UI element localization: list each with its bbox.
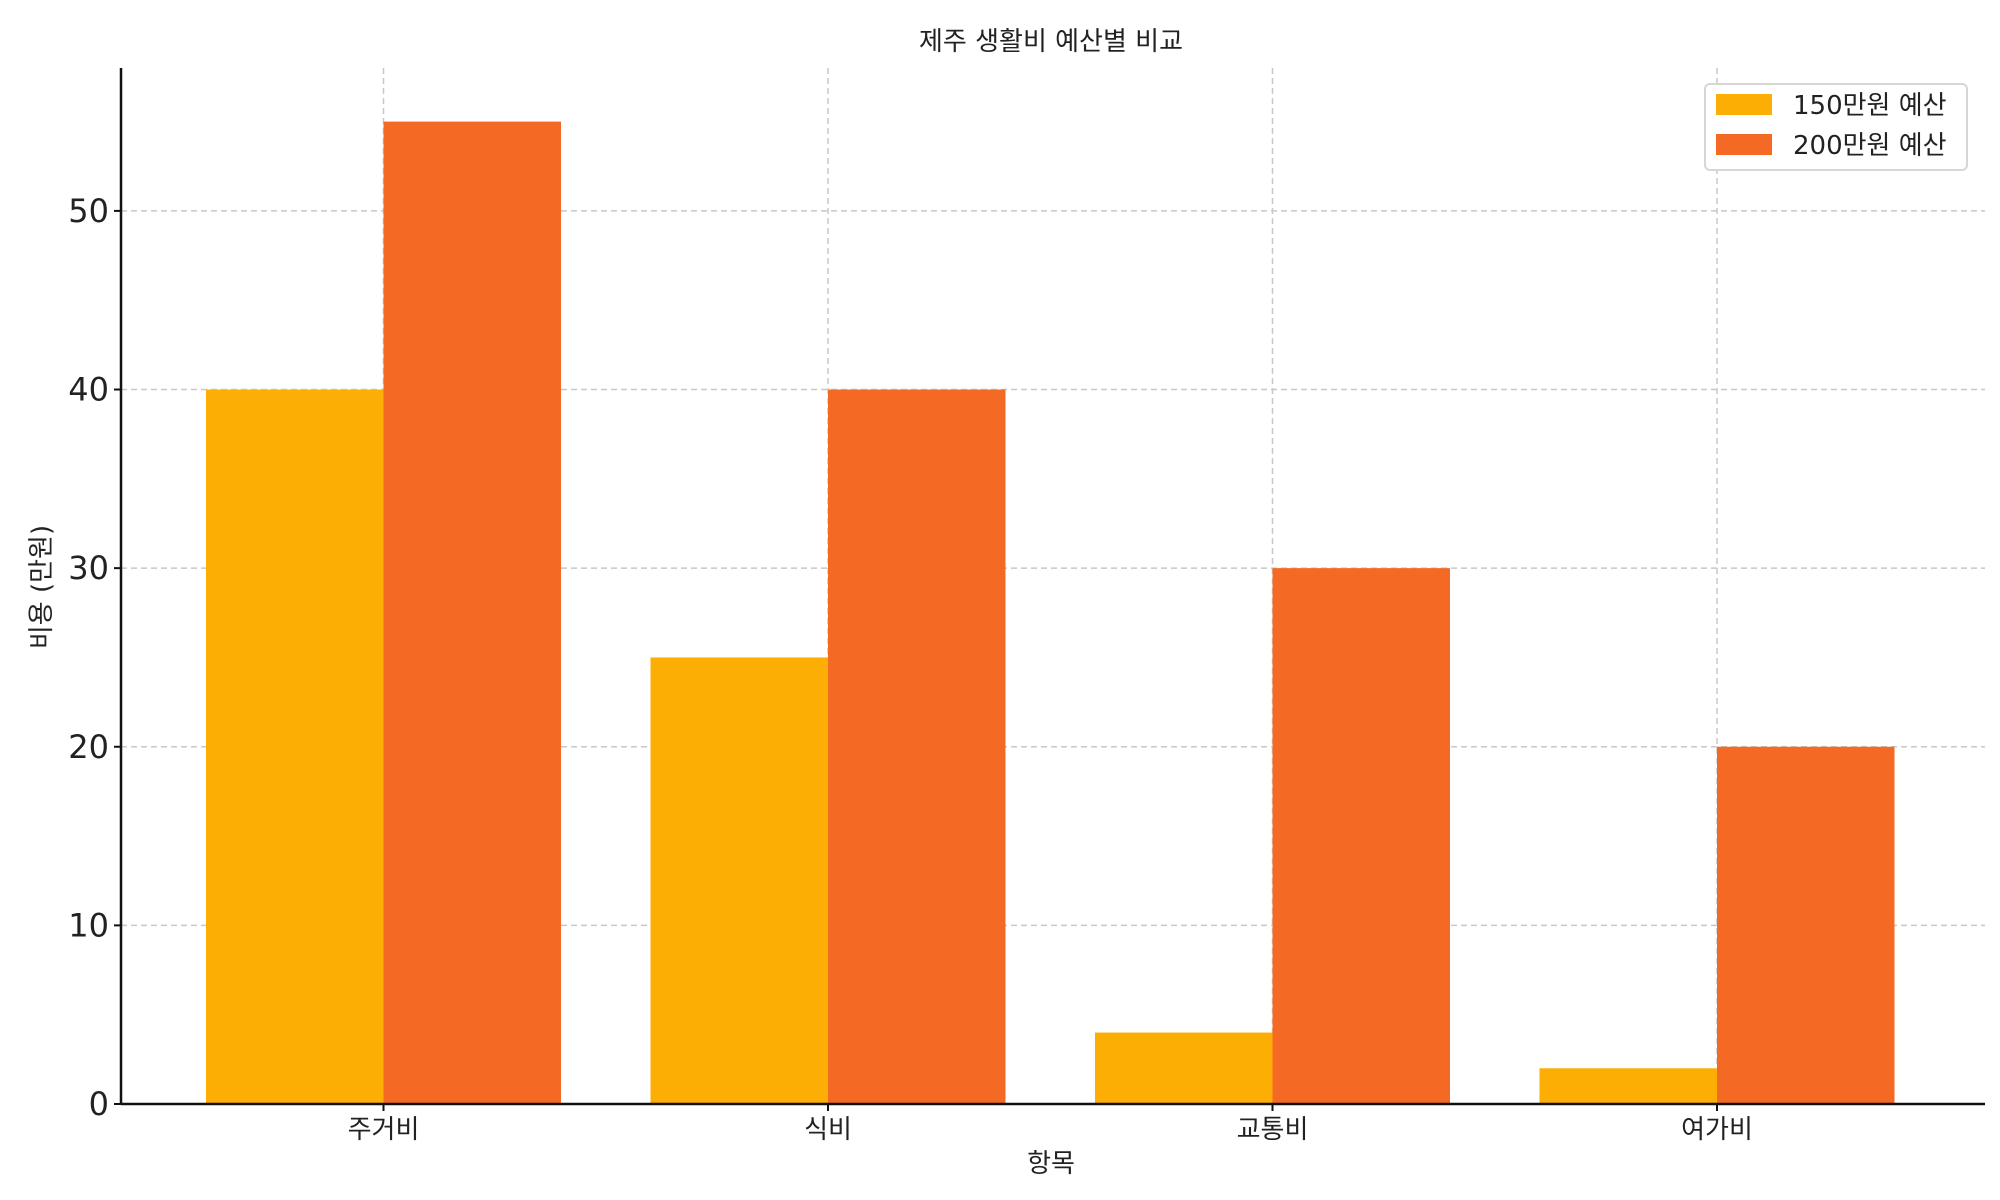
legend-swatch-150 <box>1716 94 1772 115</box>
y-axis-label: 비용 (만원) <box>27 525 57 649</box>
chart-title: 제주 생활비 예산별 비교 <box>919 27 1183 57</box>
legend-label-150: 150만원 예산 <box>1793 91 1947 121</box>
x-axis-label: 항목 <box>1027 1149 1075 1179</box>
legend-swatch-200 <box>1716 134 1772 155</box>
y-tick-label: 20 <box>68 728 109 766</box>
bar-150-0 <box>206 389 384 1105</box>
bar-200-3 <box>1717 746 1895 1104</box>
y-tick-label: 10 <box>68 906 109 944</box>
ticks-layer: 0 10 20 30 40 50 주거비 식비 교통비 여가비 <box>68 192 1753 1145</box>
bar-200-0 <box>383 121 561 1105</box>
bar-150-2 <box>1095 1032 1273 1104</box>
y-tick-label: 0 <box>89 1085 109 1123</box>
bars-layer <box>206 121 1895 1105</box>
x-tick-label: 여가비 <box>1681 1115 1753 1145</box>
bar-150-3 <box>1539 1068 1717 1104</box>
x-tick-label: 식비 <box>804 1115 852 1145</box>
bar-150-1 <box>650 657 828 1104</box>
x-tick-label: 주거비 <box>348 1115 420 1145</box>
axes-layer <box>119 68 1985 1106</box>
bar-200-2 <box>1272 568 1450 1104</box>
legend-label-200: 200만원 예산 <box>1793 131 1947 161</box>
y-tick-label: 40 <box>68 371 109 409</box>
y-tick-label: 50 <box>68 192 109 230</box>
y-tick-label: 30 <box>68 549 109 587</box>
legend: 150만원 예산 200만원 예산 <box>1704 83 1968 171</box>
x-tick-label: 교통비 <box>1237 1115 1309 1145</box>
bar-200-1 <box>828 389 1006 1105</box>
